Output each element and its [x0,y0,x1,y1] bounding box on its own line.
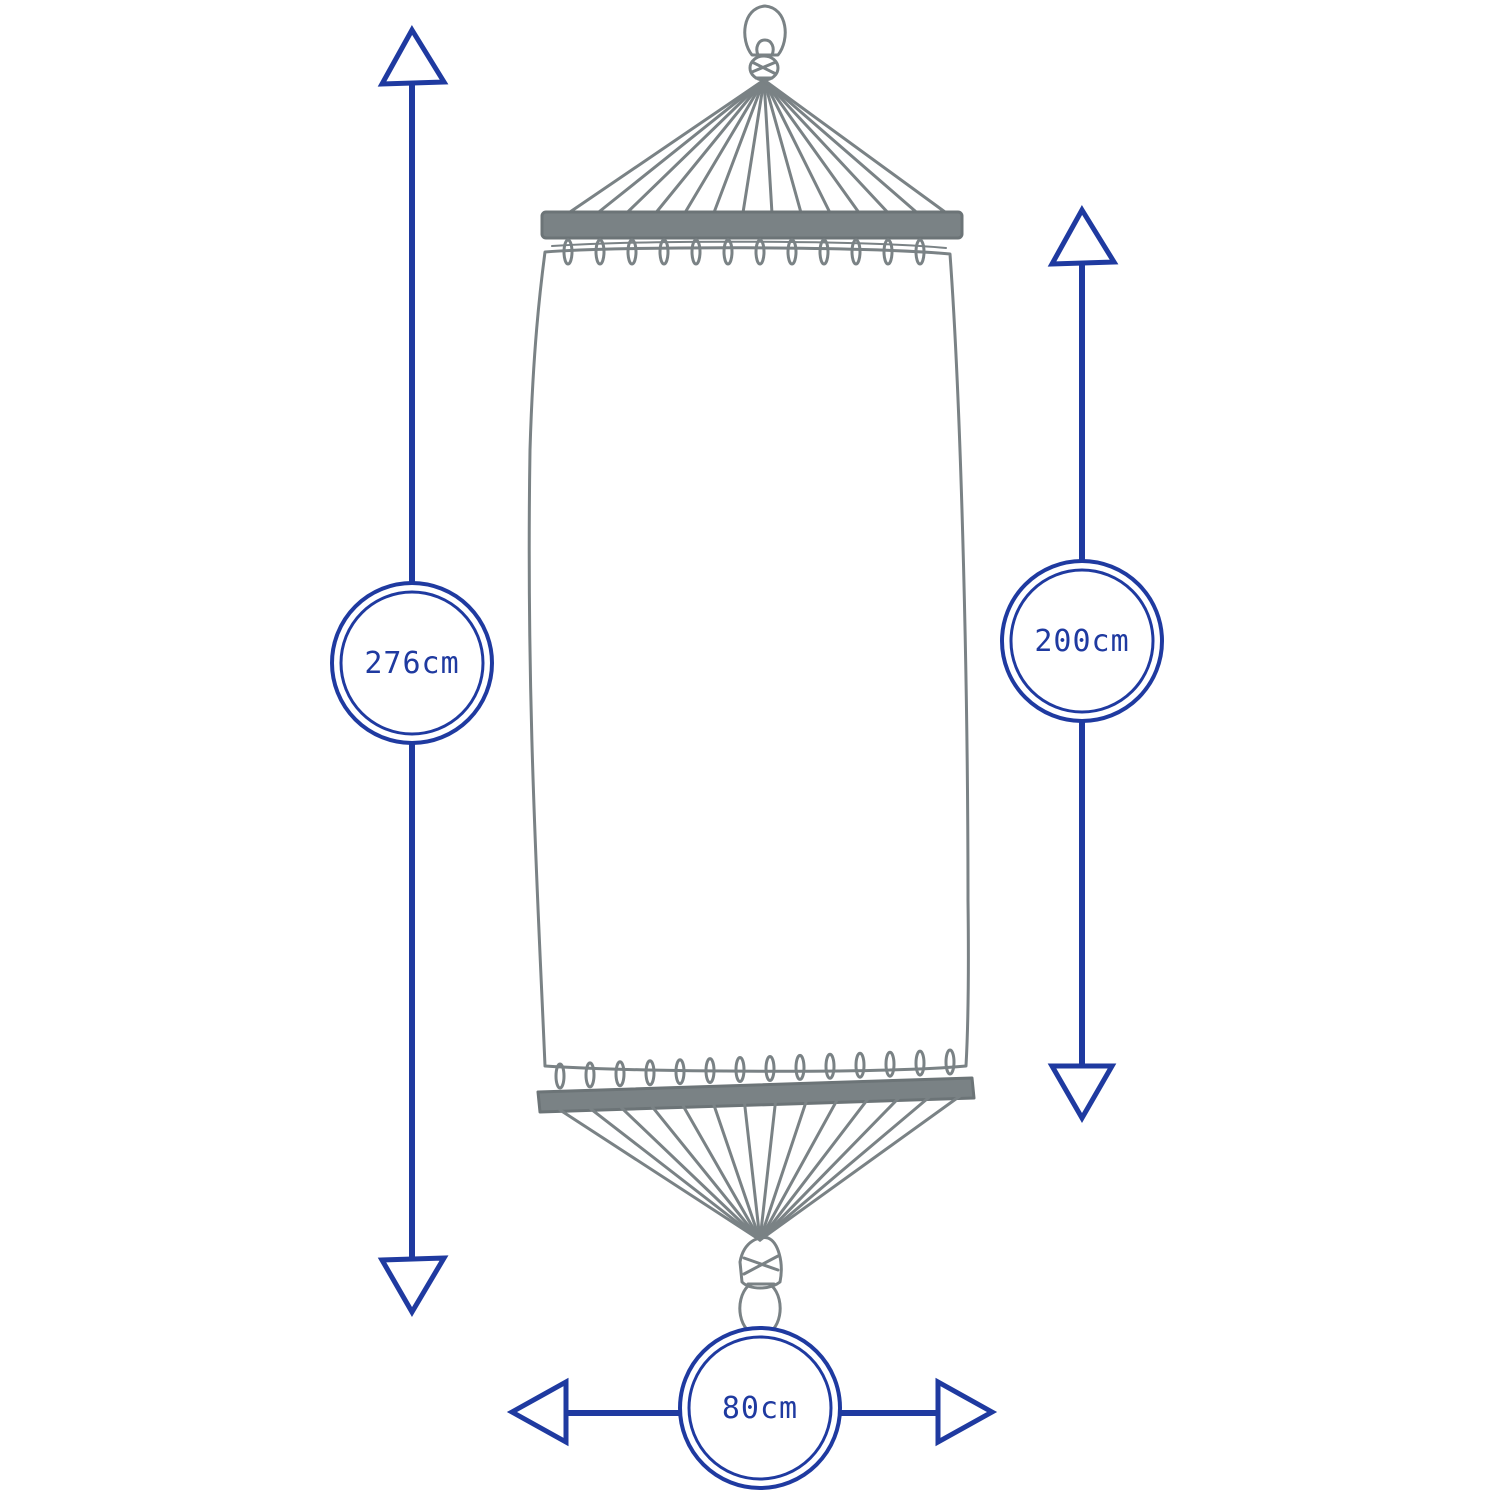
bottom-attachment-rings [554,1048,956,1090]
width-badge-outer [678,1326,842,1490]
hammock-illustration [527,4,976,1338]
bottom-ring [914,1049,926,1077]
bottom-knot [738,1236,783,1290]
width-label: 80cm [722,1391,798,1426]
width-arrow-right [935,1377,998,1447]
top-string [655,78,766,214]
top-ring [594,238,606,266]
bottom-string [681,1104,762,1242]
bottom-ring [614,1060,626,1088]
bottom-string [589,1107,762,1242]
top-ring [722,238,734,266]
top-suspension-strings [568,78,947,214]
width-dimension: 80cm [506,1326,998,1490]
top-string [741,78,766,214]
top-loop-inner [755,38,775,57]
top-string [626,78,766,214]
bottom-ring [764,1055,776,1082]
bottom-spreader-bar [536,1076,976,1114]
width-arrow-left [506,1377,569,1447]
bottom-string [758,1099,808,1242]
top-string [762,78,774,214]
top-spreader-bar [540,210,964,240]
bottom-ring [674,1058,686,1086]
top-hanging-loop [743,4,787,57]
total-length-dimension: 276cm [330,25,494,1317]
bottom-string [712,1103,762,1242]
top-string [762,78,889,214]
top-string [762,78,918,214]
bottom-suspension-strings [558,1094,962,1242]
bottom-ring [644,1059,656,1087]
bottom-ring [824,1052,836,1080]
bed-length-badge-outer [1000,559,1164,723]
bed-length-arrow-up [1047,205,1119,267]
bottom-string [743,1102,762,1242]
total-length-arrow-up [377,25,449,87]
top-string [762,78,860,214]
bottom-ring [854,1051,866,1079]
top-string [597,78,766,214]
hammock-bed-edge [551,240,947,249]
bottom-string [758,1096,900,1242]
bottom-string [758,1094,962,1242]
top-ring [690,238,702,266]
top-ring [786,238,798,266]
bottom-string [758,1098,839,1242]
total-length-badge-inner [339,590,485,736]
bottom-string [758,1095,931,1242]
bed-length-badge-inner [1009,568,1155,714]
bottom-ring [704,1057,716,1085]
bed-length-dimension: 200cm [1000,205,1164,1124]
top-string [683,78,766,214]
hammock-bed [527,246,970,1073]
bottom-ring [584,1061,596,1089]
top-ring [818,238,830,266]
bottom-ring [554,1062,566,1090]
bed-length-arrow-down [1047,1063,1117,1124]
bed-length-label: 200cm [1034,624,1129,659]
width-badge-inner [687,1335,833,1481]
top-string [568,78,766,214]
bottom-string [650,1105,762,1242]
bottom-string [620,1106,762,1242]
top-knot [748,54,780,82]
top-string [712,78,766,214]
bottom-string [758,1101,777,1242]
top-ring [626,238,638,266]
top-ring [850,238,862,266]
bottom-ring [794,1053,806,1081]
total-length-badge-outer [330,581,494,745]
bottom-ring [884,1050,896,1078]
total-length-arrow-down [377,1255,449,1317]
bottom-ring [734,1056,746,1083]
top-ring [658,238,670,266]
bottom-string [558,1108,762,1242]
top-ring [882,238,894,266]
top-attachment-rings [562,238,926,266]
total-length-label: 276cm [364,646,459,681]
top-string [762,78,947,214]
top-string [762,78,803,214]
top-string [762,78,832,214]
top-ring [754,238,766,266]
bottom-string [758,1097,870,1242]
bottom-ring [944,1048,956,1076]
